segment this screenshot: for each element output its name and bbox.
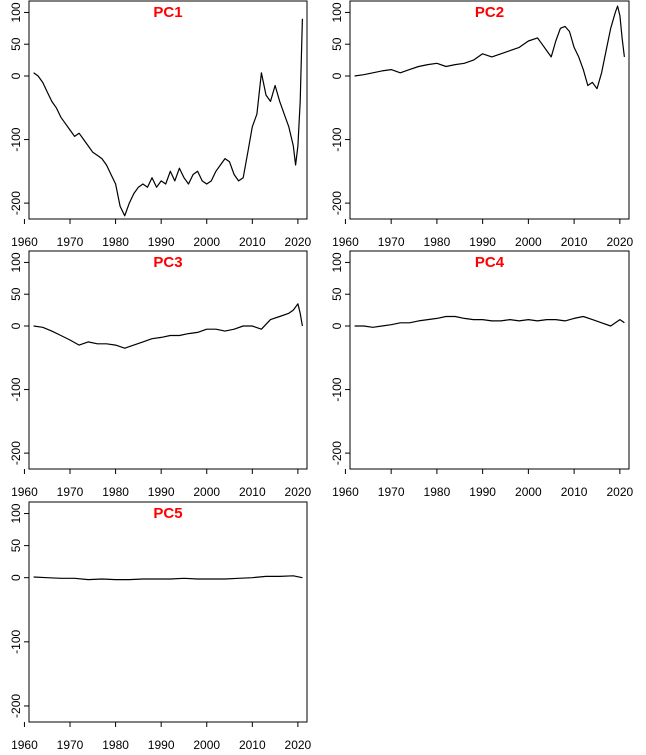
x-tick-label: 1960 <box>11 235 38 249</box>
x-tick-label: 1970 <box>57 738 84 752</box>
chart-panel-pc3: 100 50 0 -100 -200 1960 1970 1980 1990 2000 2010 20… <box>9 250 312 499</box>
y-tick-label: 0 <box>330 322 344 329</box>
x-tick-label: 1970 <box>57 235 84 249</box>
y-tick-label: 100 <box>9 2 23 22</box>
chart-panel-pc5: 100 50 0 -100 -200 1960 1970 1980 1990 2000 2010 20… <box>9 501 312 752</box>
x-tick-label: 1980 <box>102 738 129 752</box>
y-tick-label: -200 <box>9 694 23 718</box>
x-tick-label: 1960 <box>11 738 38 752</box>
y-tick-label: 100 <box>330 2 344 22</box>
x-tick-label: 1970 <box>378 485 405 499</box>
x-tick-label: 2010 <box>561 485 588 499</box>
y-tick-label: -100 <box>9 629 23 653</box>
plot-frame <box>28 0 308 220</box>
y-tick-label: 50 <box>330 287 344 301</box>
x-tick-label: 2000 <box>515 485 542 499</box>
x-tick-label: 1980 <box>102 235 129 249</box>
y-tick-label: -200 <box>9 441 23 465</box>
y-tick-label: 100 <box>330 252 344 272</box>
x-tick-label: 2010 <box>239 235 266 249</box>
x-tick-label: 2000 <box>515 235 542 249</box>
panel-title: PC1 <box>153 4 182 21</box>
y-tick-label: -100 <box>330 127 344 151</box>
series-line-pc5 <box>33 575 303 581</box>
plot-frame <box>349 0 630 220</box>
series-line-pc2 <box>354 5 625 90</box>
y-tick-label: 50 <box>330 37 344 51</box>
x-tick-label: 1960 <box>332 485 359 499</box>
x-tick-label: 2010 <box>239 738 266 752</box>
x-tick-label: 2020 <box>285 235 312 249</box>
x-tick-label: 1970 <box>378 235 405 249</box>
x-tick-label: 1960 <box>11 485 38 499</box>
y-tick-label: -100 <box>9 127 23 151</box>
y-tick-label: 0 <box>9 72 23 79</box>
plot-frame <box>349 250 630 470</box>
y-tick-label: -200 <box>9 191 23 215</box>
x-tick-label: 1980 <box>424 235 451 249</box>
panel-title: PC2 <box>475 4 504 21</box>
x-tick-label: 2000 <box>193 738 220 752</box>
chart-panel-pc2: 100 50 0 -100 -200 1960 1970 1980 1990 2000 2010 20… <box>330 0 634 249</box>
y-tick-label: -200 <box>330 191 344 215</box>
x-tick-label: 1960 <box>332 235 359 249</box>
x-tick-label: 1980 <box>424 485 451 499</box>
y-tick-label: 50 <box>9 287 23 301</box>
x-tick-label: 2000 <box>193 485 220 499</box>
y-tick-label: -200 <box>330 441 344 465</box>
y-tick-label: 50 <box>9 539 23 553</box>
x-tick-label: 1990 <box>469 235 496 249</box>
x-tick-label: 2010 <box>239 485 266 499</box>
y-tick-label: -100 <box>330 377 344 401</box>
x-tick-label: 2000 <box>193 235 220 249</box>
x-tick-label: 1990 <box>148 235 175 249</box>
y-tick-label: 100 <box>9 252 23 272</box>
y-tick-label: 100 <box>9 503 23 523</box>
chart-panel-pc1: 100 50 0 -100 -200 1960 1970 1980 1990 2000 2010 20… <box>9 0 312 249</box>
series-line-pc1 <box>33 18 303 217</box>
x-tick-label: 2020 <box>285 485 312 499</box>
y-tick-label: 50 <box>9 37 23 51</box>
chart-panel-pc4: 100 50 0 -100 -200 1960 1970 1980 1990 2000 2010 20… <box>330 250 634 499</box>
y-tick-label: 0 <box>9 574 23 581</box>
x-tick-label: 1970 <box>57 485 84 499</box>
series-line-pc4 <box>354 315 625 328</box>
series-line-pc3 <box>33 303 303 349</box>
x-tick-label: 1990 <box>469 485 496 499</box>
panel-title: PC3 <box>153 254 182 271</box>
x-tick-label: 2010 <box>561 235 588 249</box>
plot-frame <box>28 501 308 723</box>
y-tick-label: -100 <box>9 377 23 401</box>
x-tick-label: 2020 <box>607 235 634 249</box>
panel-title: PC5 <box>153 505 182 522</box>
x-tick-label: 2020 <box>285 738 312 752</box>
y-tick-label: 0 <box>9 322 23 329</box>
x-tick-label: 1980 <box>102 485 129 499</box>
x-tick-label: 2020 <box>607 485 634 499</box>
plot-frame <box>28 250 308 470</box>
x-tick-label: 1990 <box>148 738 175 752</box>
x-tick-label: 1990 <box>148 485 175 499</box>
panel-title: PC4 <box>475 254 505 271</box>
y-tick-label: 0 <box>330 72 344 79</box>
